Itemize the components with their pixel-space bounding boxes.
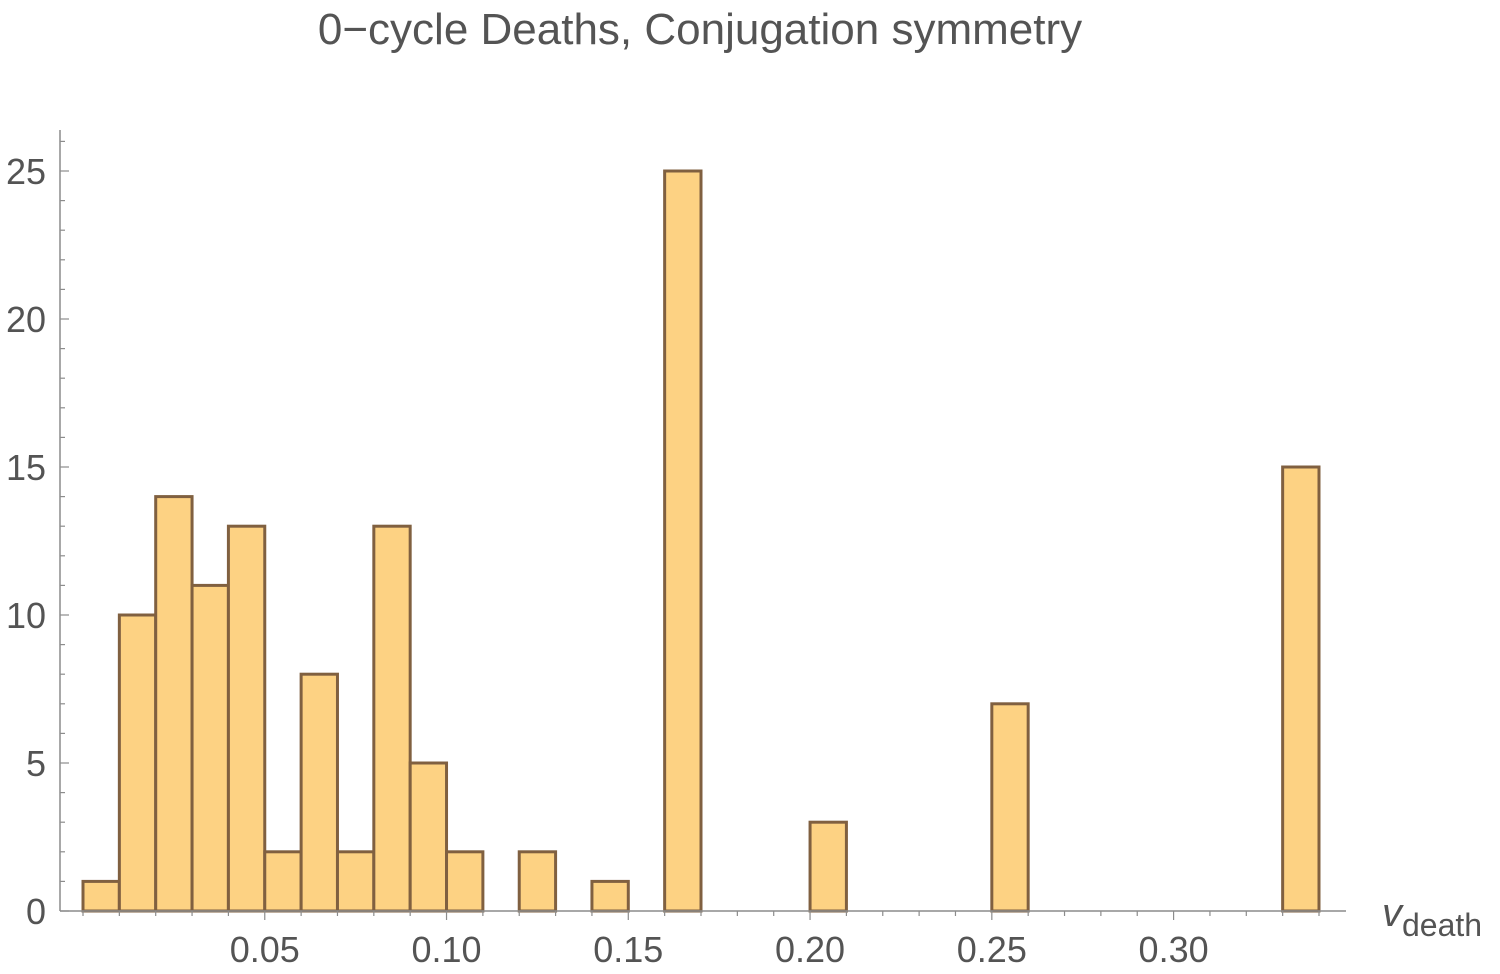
bar-0.08-0.09 [372,524,412,913]
bar-0.12-0.13 [517,850,558,913]
bar-0.04-0.05 [226,524,267,913]
y-tick-label-25: 25 [6,151,46,192]
x-axis: 0.05 0.10 0.15 0.20 0.25 0.30 [60,910,1346,970]
bar-0.00-0.01 [81,879,121,913]
x-axis-label: vdeath [1382,891,1482,943]
bar-0.01-0.02 [117,613,158,913]
x-axis-label-main: v [1382,891,1404,935]
x-tick-label-0.15: 0.15 [593,929,663,970]
y-tick-label-5: 5 [26,743,46,784]
x-tick-label-0.30: 0.30 [1139,929,1209,970]
bar-0.10-0.11 [445,850,485,913]
bar-0.33-0.34 [1281,465,1321,913]
bar-0.02-0.03 [154,495,194,913]
x-tick-label-0.25: 0.25 [957,929,1027,970]
y-tick-label-10: 10 [6,595,46,636]
x-tick-label-0.20: 0.20 [775,929,845,970]
y-tick-label-20: 20 [6,299,46,340]
x-tick-label-0.10: 0.10 [411,929,481,970]
bar-0.06-0.07 [299,672,339,913]
bar-0.03-0.04 [190,583,230,913]
y-axis: 0 5 10 15 20 25 [6,130,69,932]
bar-0.20-0.21 [808,820,848,913]
y-tick-label-0: 0 [26,891,46,932]
chart-title: 0−cycle Deaths, Conjugation symmetry [318,5,1082,54]
bars-group [81,169,1321,913]
bar-0.16-0.17 [663,169,703,913]
bar-0.09-0.10 [408,761,449,913]
bar-0.05-0.06 [263,850,303,913]
bar-0.07-0.08 [335,850,376,913]
x-tick-label-0.05: 0.05 [230,929,300,970]
y-tick-label-15: 15 [6,447,46,488]
x-axis-label-sub: death [1402,907,1482,943]
bar-0.25-0.26 [990,702,1030,913]
bar-0.14-0.15 [590,879,630,913]
